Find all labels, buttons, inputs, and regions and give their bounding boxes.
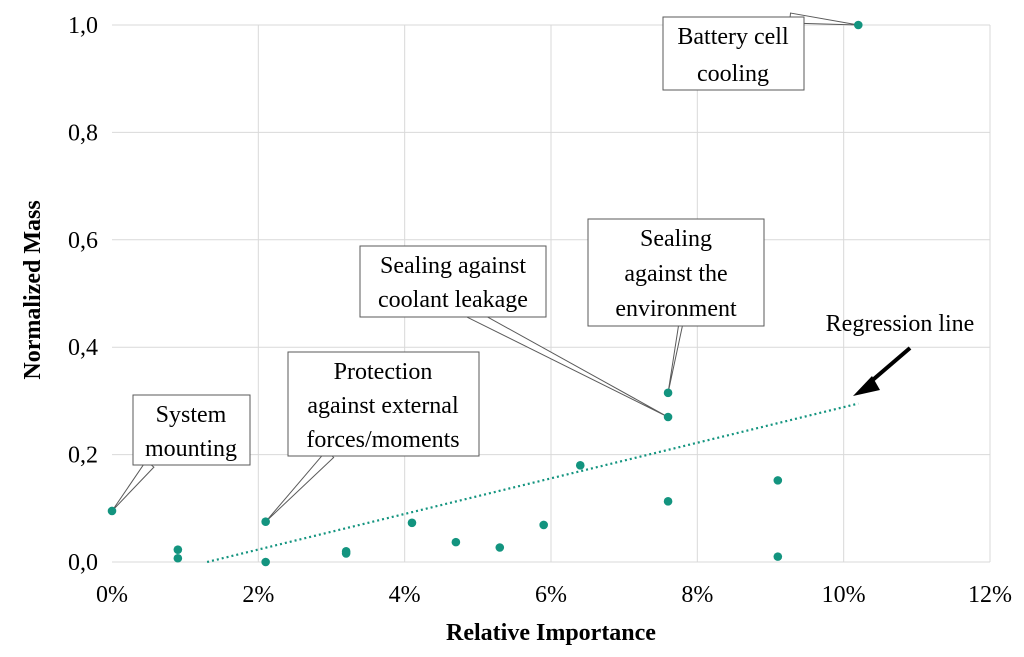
regression-arrow: Regression line xyxy=(826,311,975,396)
callout-box: Sealing against coolant leakage xyxy=(359,245,547,318)
callout-label: Sealing xyxy=(640,226,712,252)
callout-label: Battery cell xyxy=(677,24,789,50)
callout-frame xyxy=(587,218,765,327)
x-tick-labels: 0% 2% 4% 6% 8% 10% 12% xyxy=(96,582,1012,608)
x-tick-label: 10% xyxy=(822,582,866,608)
data-point xyxy=(341,549,351,558)
x-tick-label: 2% xyxy=(242,582,274,608)
y-tick-label: 0,4 xyxy=(68,335,98,361)
data-point xyxy=(173,545,183,554)
data-point xyxy=(773,552,783,561)
data-point xyxy=(663,388,673,398)
arrow-shaft xyxy=(866,346,912,386)
data-point xyxy=(773,476,783,485)
data-point xyxy=(451,537,461,547)
y-tick-label: 0,2 xyxy=(68,443,98,469)
grid-lines xyxy=(112,24,991,562)
callout-label: mounting xyxy=(145,436,237,462)
callout-frame xyxy=(132,394,251,466)
y-tick-labels: 0,0 0,2 0,4 0,6 0,8 1,0 xyxy=(68,13,98,576)
data-point xyxy=(539,520,548,530)
x-tick-label: 12% xyxy=(968,582,1012,608)
callout-leader xyxy=(111,460,155,512)
callout-box: Battery cell cooling xyxy=(662,16,805,91)
callouts: Battery cell cooling Sealing against the env… xyxy=(132,16,805,466)
y-axis-title: Normalized Mass xyxy=(20,200,46,379)
x-tick-label: 6% xyxy=(535,582,567,608)
callout-label: cooling xyxy=(697,61,769,87)
data-point xyxy=(663,497,673,506)
callout-box: System mounting xyxy=(132,394,251,466)
data-point xyxy=(261,557,270,567)
callout-label: against the xyxy=(624,261,727,287)
data-point xyxy=(663,412,673,422)
callout-label: forces/moments xyxy=(306,427,459,453)
x-tick-label: 0% xyxy=(96,582,128,608)
callout-label: against external xyxy=(307,393,459,419)
x-axis-title: Relative Importance xyxy=(446,620,656,646)
regression-label: Regression line xyxy=(826,311,975,337)
data-point xyxy=(495,543,505,552)
data-point xyxy=(107,506,117,516)
callout-label: System xyxy=(156,402,227,428)
callout-frame xyxy=(287,351,480,457)
regression-line xyxy=(206,402,859,564)
arrow-head xyxy=(853,376,880,396)
data-point xyxy=(854,20,863,30)
callout-label: coolant leakage xyxy=(378,287,528,313)
x-tick-label: 8% xyxy=(681,582,713,608)
callout-box: Protection against external forces/moments xyxy=(287,351,480,457)
callout-label: Protection xyxy=(334,359,433,385)
callout-label: environment xyxy=(615,296,737,322)
callout-label: Sealing against xyxy=(380,253,526,279)
data-points xyxy=(107,20,863,567)
y-tick-label: 0,0 xyxy=(68,550,98,576)
callout-box: Sealing against the environment xyxy=(587,218,765,327)
data-point xyxy=(173,553,183,563)
y-tick-label: 0,6 xyxy=(68,228,98,254)
y-tick-label: 0,8 xyxy=(68,120,98,146)
callout-leader xyxy=(265,449,335,523)
x-tick-label: 4% xyxy=(389,582,421,608)
y-tick-label: 1,0 xyxy=(68,13,98,39)
callout-frame xyxy=(359,245,547,318)
data-point xyxy=(407,518,417,528)
callout-frame xyxy=(662,16,805,91)
data-point xyxy=(575,461,585,470)
data-point xyxy=(261,517,270,527)
